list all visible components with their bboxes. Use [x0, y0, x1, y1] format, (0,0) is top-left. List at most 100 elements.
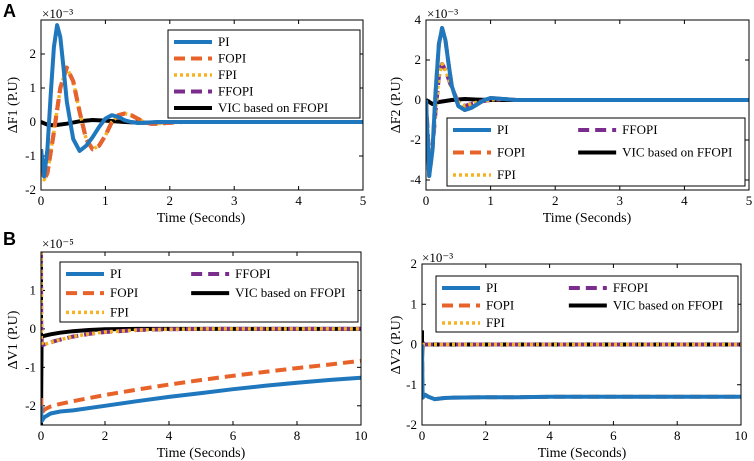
y-axis-label: ΔF1 (P.U): [6, 76, 21, 133]
legend-label: FOPI: [218, 51, 246, 66]
chart-delta-f2: ×10⁻³ Time (Seconds) ΔF2 (P.U) 0 1 2 3 4 5 -4 -…: [389, 6, 752, 226]
x-tick-label: 0: [419, 428, 426, 443]
x-axis-label: Time (Seconds): [157, 211, 246, 226]
y-tick-label: 4: [415, 12, 422, 27]
legend: PI FOPI FPI FFOPI VIC based on FFOPI: [446, 117, 746, 187]
y-tick-label: -1: [25, 359, 36, 374]
x-tick-label: 10: [735, 428, 748, 443]
axes-frame: [425, 19, 750, 191]
legend-label: FPI: [497, 167, 516, 182]
legend: PI FOPI FPI FFOPI VIC based on FFOPI: [435, 275, 739, 333]
series-line-fpi: [41, 252, 361, 347]
series-group: [422, 330, 741, 402]
legend-label: FFOPI: [235, 266, 270, 281]
axes-frame: [40, 251, 362, 426]
panel-label-a: A: [3, 1, 16, 21]
y-tick-label: 2: [411, 256, 418, 271]
y-tick-label: 0: [30, 321, 37, 336]
x-tick-label: 0: [423, 193, 430, 208]
exponent-label: ×10⁻³: [42, 6, 73, 21]
x-tick-label: 4: [546, 428, 553, 443]
x-tick-label: 2: [552, 193, 559, 208]
y-tick-label: -2: [406, 417, 417, 432]
legend-label: FOPI: [110, 285, 138, 300]
y-tick-label: -2: [410, 132, 421, 147]
y-tick-label: 2: [415, 52, 422, 67]
x-tick-label: 5: [360, 193, 367, 208]
legend-label: FOPI: [497, 145, 525, 160]
x-tick-label: 4: [681, 193, 688, 208]
y-tick-label: -1: [406, 377, 417, 392]
exponent-label: ×10⁻³: [427, 6, 458, 21]
x-axis-label: Time (Seconds): [538, 446, 627, 461]
legend-label: FFOPI: [218, 84, 253, 99]
legend-label: FOPI: [486, 298, 514, 313]
x-tick-label: 6: [610, 428, 617, 443]
panel-label-b: B: [3, 229, 16, 249]
series-line-pi: [422, 344, 741, 402]
chart-delta-f1: ×10⁻³ Time (Seconds) ΔF1 (P.U) 0 1 2 3 4 5 -2 -…: [6, 6, 366, 226]
x-axis-label: Time (Seconds): [543, 211, 632, 226]
series-group: [41, 23, 363, 182]
y-tick-label: 0: [30, 114, 37, 129]
chart-delta-v2: ×10⁻³ Time (Seconds) ΔV2 (P.U) 0 2 4 6 8 10-2…: [389, 250, 748, 461]
legend-label: FPI: [110, 304, 129, 319]
x-tick-label: 8: [294, 428, 301, 443]
legend-label: VIC based on FFOPI: [613, 298, 723, 313]
chart-delta-v1: ×10⁻⁵ Time (Seconds) ΔV1 (P.U) 0 2 4 6 8 10-2…: [6, 236, 368, 461]
x-tick-label: 0: [38, 428, 45, 443]
legend-label: FPI: [486, 315, 505, 330]
axes-frame: [40, 19, 364, 191]
x-tick-label: 3: [617, 193, 624, 208]
x-tick-label: 1: [102, 193, 109, 208]
y-axis-label: ΔV2 (P.U): [389, 315, 404, 374]
x-tick-label: 5: [746, 193, 753, 208]
series-line-pi: [426, 26, 749, 178]
y-tick-label: -2: [25, 182, 36, 197]
x-tick-label: 10: [355, 428, 368, 443]
y-tick-label: 1: [30, 80, 37, 95]
x-tick-label: 0: [38, 193, 45, 208]
x-tick-label: 4: [166, 428, 173, 443]
series-line-fopi: [41, 358, 361, 416]
legend-label: FFOPI: [613, 280, 648, 295]
series-line-pi: [41, 23, 363, 179]
series-group: [426, 26, 749, 178]
y-tick-label: 0: [411, 337, 418, 352]
legend-label: PI: [497, 122, 509, 137]
legend-label: FPI: [218, 67, 237, 82]
y-tick-label: -1: [25, 148, 36, 163]
legend-label: PI: [218, 34, 230, 49]
legend-label: PI: [110, 266, 122, 281]
x-tick-label: 4: [295, 193, 302, 208]
x-tick-label: 1: [487, 193, 494, 208]
x-tick-label: 2: [167, 193, 174, 208]
series-line-fpi: [41, 65, 363, 182]
exponent-label: ×10⁻⁵: [42, 236, 74, 251]
x-tick-label: 3: [231, 193, 238, 208]
x-tick-label: 2: [102, 428, 109, 443]
y-tick-label: 1: [411, 296, 418, 311]
axes-frame: [421, 263, 742, 426]
y-tick-label: -4: [410, 172, 421, 187]
y-tick-label: -2: [25, 398, 36, 413]
series-line-pi: [41, 375, 361, 424]
y-tick-label: 1: [30, 282, 37, 297]
legend-label: PI: [486, 280, 498, 295]
legend-label: VIC based on FFOPI: [235, 285, 345, 300]
x-axis-label: Time (Seconds): [157, 446, 246, 461]
y-tick-label: 2: [30, 46, 37, 61]
x-tick-label: 6: [230, 428, 237, 443]
x-tick-label: 8: [674, 428, 681, 443]
y-tick-label: 0: [415, 92, 422, 107]
legend-label: VIC based on FFOPI: [622, 145, 732, 160]
legend-label: VIC based on FFOPI: [218, 100, 328, 115]
x-tick-label: 2: [483, 428, 490, 443]
legend-label: FFOPI: [622, 122, 657, 137]
exponent-label: ×10⁻³: [422, 250, 453, 265]
y-axis-label: ΔF2 (P.U): [389, 76, 404, 133]
y-axis-label: ΔV1 (P.U): [6, 310, 21, 369]
legend: PI FOPI FPI FFOPI VIC based on FFOPI: [59, 261, 359, 323]
